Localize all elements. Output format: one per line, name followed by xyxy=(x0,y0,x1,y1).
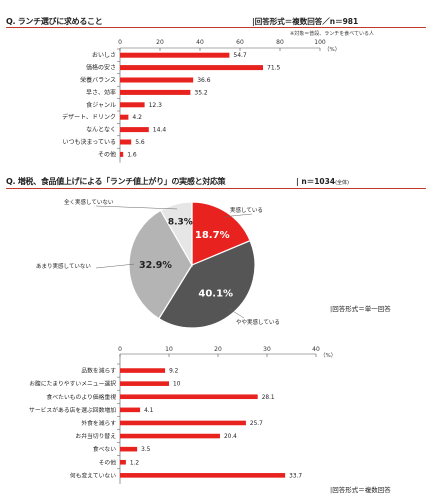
pie-category-label: やや実感している xyxy=(236,318,280,326)
chart3-tick-label: 40 xyxy=(312,346,320,353)
chart1-bar-value-label: 54.7 xyxy=(233,52,247,59)
chart3-category-label: お弁当切り替え xyxy=(75,432,116,440)
chart3-bar xyxy=(120,394,258,400)
section3-answer-format: |回答形式＝複数回答 xyxy=(330,486,391,494)
chart1-bar-value-label: 35.2 xyxy=(194,89,208,96)
chart3-bar-value-label: 1.2 xyxy=(130,460,140,466)
chart3-bar xyxy=(120,407,141,413)
chart1-bar xyxy=(120,89,191,95)
chart1-category-label: 早さ、効率 xyxy=(86,88,116,96)
section1-title: Q. ランチ選びに求めること xyxy=(6,17,103,26)
pie-slice xyxy=(158,239,256,329)
chart1-bar-value-label: 71.5 xyxy=(267,65,281,72)
chart3-category-label: その他 xyxy=(99,458,117,466)
chart1-bar-value-label: 4.2 xyxy=(132,114,142,121)
chart3-tick-label: 10 xyxy=(165,346,173,353)
chart1-bar-value-label: 5.6 xyxy=(135,139,145,146)
chart3-tick-label: 30 xyxy=(263,346,271,353)
chart1-tick-label: 40 xyxy=(196,39,204,46)
chart3-category-label: 食べたいものより価格重視 xyxy=(47,393,117,401)
chart1-tick-label: 20 xyxy=(156,39,164,46)
chart3-tick-label: 20 xyxy=(214,346,222,353)
chart3-category-label: 品数を減らす xyxy=(81,367,116,375)
chart1-bar xyxy=(120,139,132,145)
section1-note: ※対象＝普段、ランチを食べている人 xyxy=(290,31,374,37)
pie-value-label: 8.3% xyxy=(168,218,193,228)
chart1-category-label: なんとなく xyxy=(86,127,116,134)
chart1-category-label: 価格の安さ xyxy=(86,64,116,72)
chart3-bar-value-label: 25.7 xyxy=(250,421,263,427)
pie-leader-line xyxy=(229,308,245,319)
chart1-unit-label: （%） xyxy=(324,46,340,53)
chart3-bar-value-label: 4.1 xyxy=(144,408,154,414)
pie-category-label: 全く実感していない xyxy=(64,198,114,206)
section2-divider xyxy=(6,188,426,189)
chart3-bar xyxy=(120,459,126,465)
pie-leader-line xyxy=(95,263,135,269)
chart1-category-label: おいしさ xyxy=(92,52,116,59)
chart1-bar xyxy=(120,52,230,58)
pie-category-label: あまり実感していない xyxy=(36,262,91,270)
chart1-bar-value-label: 1.6 xyxy=(127,151,137,158)
chart1-bar-value-label: 36.6 xyxy=(197,77,211,84)
chart3-category-label: 食べない xyxy=(93,445,116,453)
chart3-bar xyxy=(120,433,220,439)
chart3-tick-label: 0 xyxy=(118,346,122,353)
pie-value-label: 32.9% xyxy=(139,260,172,271)
chart3-bar xyxy=(120,368,166,373)
pie-value-label: 18.7% xyxy=(195,230,230,241)
section2-sample: | n＝1034(全体) xyxy=(296,176,349,187)
chart3-bar-value-label: 20.4 xyxy=(224,434,237,440)
pie-category-label: 実感している xyxy=(230,206,263,214)
pie-leader-line xyxy=(95,205,178,210)
chart3-bar xyxy=(120,420,246,426)
chart1-tick-label: 100 xyxy=(314,39,326,46)
pie-slice xyxy=(128,209,193,320)
section1-answer-format: |回答形式＝複数回答／n＝981 xyxy=(252,17,359,26)
section1-divider xyxy=(6,27,426,28)
chart3-bar xyxy=(120,473,286,478)
chart1-bar xyxy=(120,77,194,83)
chart1-category-label: その他 xyxy=(98,150,116,158)
pie-slice xyxy=(159,201,193,268)
pie-value-label: 40.1% xyxy=(198,288,233,299)
chart1-category-label: いつも決まっている xyxy=(63,138,116,146)
chart3-bar-value-label: 28.1 xyxy=(262,395,275,401)
chart1-tick-label: 0 xyxy=(118,39,122,46)
section2-sample-suffix: (全体) xyxy=(335,180,349,186)
pie-leader-line xyxy=(224,213,253,218)
section2-sample-text: | n＝1034 xyxy=(296,177,336,186)
chart1-bar xyxy=(120,151,124,157)
chart1-category-label: 食ジャンル xyxy=(86,101,116,109)
chart3-bar xyxy=(120,446,138,452)
chart1-bar-value-label: 14.4 xyxy=(153,127,167,134)
chart1-category-label: デザート、ドリンク xyxy=(62,113,116,121)
chart3-category-label: 外食を減らす xyxy=(81,419,116,427)
section2-title: Q. 増税、食品値上げによる「ランチ値上がり」の実感と対応策 xyxy=(6,177,226,186)
chart1-bar xyxy=(120,102,145,108)
chart1-bar xyxy=(120,65,263,71)
chart3-category-label: お腹にたまりやすいメニュー選択 xyxy=(29,380,116,388)
chart1-bar-value-label: 12.3 xyxy=(149,102,163,109)
chart1-tick-label: 60 xyxy=(236,39,244,46)
chart1-tick-label: 80 xyxy=(276,39,284,46)
chart3-bar-value-label: 3.5 xyxy=(141,447,151,453)
chart3-category-label: 何も変えていない xyxy=(70,471,116,479)
chart3-bar-value-label: 33.7 xyxy=(289,473,302,479)
chart1-category-label: 栄養バランス xyxy=(80,76,116,84)
chart1-bar xyxy=(120,114,129,120)
chart1-bar xyxy=(120,127,149,133)
chart3-bar-value-label: 10 xyxy=(173,382,181,388)
pie-slice xyxy=(191,201,251,266)
chart3-unit-label: （%） xyxy=(320,352,336,359)
chart3-bar-value-label: 9.2 xyxy=(169,369,179,375)
chart3-category-label: サービスがある店を選ぶ回数増加 xyxy=(29,406,116,414)
section2-answer-format: |回答形式＝単一回答 xyxy=(330,305,391,313)
chart3-bar xyxy=(120,381,169,386)
